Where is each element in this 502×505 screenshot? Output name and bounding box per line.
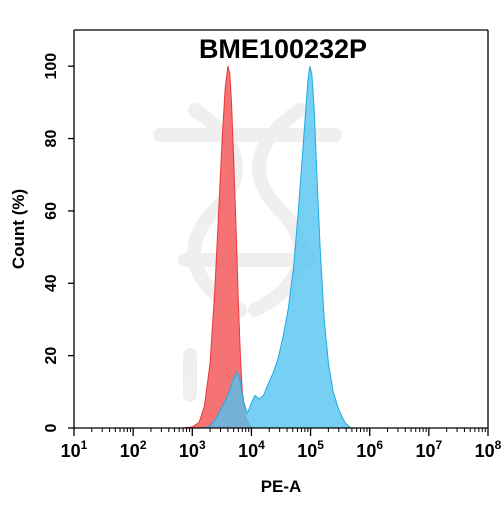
x-tick-label: 107 [415, 438, 442, 461]
y-tick-label: 20 [43, 347, 60, 365]
x-tick-label: 105 [297, 438, 324, 461]
y-tick-label: 60 [43, 202, 60, 220]
x-tick-label: 106 [356, 438, 383, 461]
chart-title: BME100232P [199, 34, 367, 64]
histogram-series-2 [202, 66, 353, 429]
y-tick-label: 0 [43, 423, 60, 432]
x-tick-label: 102 [120, 438, 147, 461]
x-tick-label: 103 [179, 438, 206, 461]
x-tick-label: 108 [475, 438, 502, 461]
x-tick-label: 101 [61, 438, 88, 461]
x-axis-label: PE-A [261, 477, 302, 496]
y-tick-label: 40 [43, 274, 60, 292]
series-layer [183, 66, 353, 429]
axes [73, 29, 489, 429]
y-axis-label: Count (%) [9, 189, 28, 269]
y-tick-label: 80 [43, 130, 60, 148]
tick-layer: 0 20 40 60 80 100 101 102 103 104 105 106 107 108 [43, 53, 502, 461]
x-tick-label: 104 [238, 438, 265, 461]
y-tick-label: 100 [43, 53, 60, 80]
